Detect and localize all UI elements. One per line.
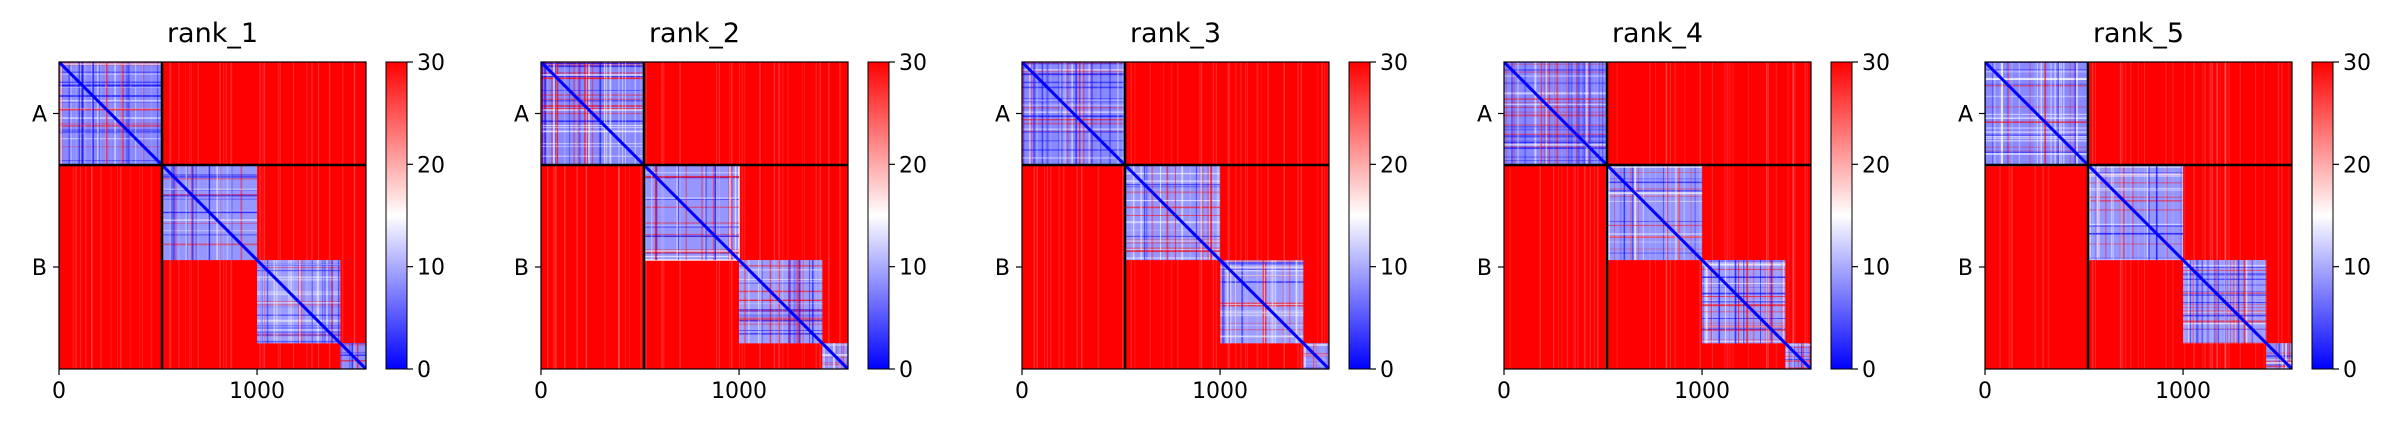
colorbar-tick-label: 20: [2343, 153, 2371, 178]
colorbar-tick-label: 0: [899, 358, 913, 383]
heatmap-image: [541, 62, 848, 369]
x-tick-label: 1000: [2155, 379, 2211, 404]
panel-title: rank_2: [649, 18, 740, 49]
heatmap-image: [1022, 62, 1329, 369]
y-tick-label: B: [32, 256, 47, 281]
axes-frame: [58, 61, 367, 370]
colorbar-tick-label: 10: [899, 256, 927, 281]
axes-frame: [540, 61, 849, 370]
diagonal-line: [1985, 62, 2292, 369]
diagonal-line: [541, 62, 848, 369]
colorbar-tick-label: 0: [1380, 358, 1394, 383]
colorbar-tick-label: 20: [1862, 153, 1890, 178]
heatmap-image: [1985, 62, 2292, 369]
colorbar-tick-label: 10: [417, 256, 445, 281]
panel-title: rank_3: [1130, 18, 1221, 49]
y-tick-label: A: [514, 102, 529, 127]
diagonal-line: [1504, 62, 1811, 369]
colorbar-tick-label: 30: [899, 51, 927, 76]
colorbar-gradient: [385, 61, 408, 370]
colorbar-gradient: [867, 61, 890, 370]
colorbar-tick-label: 10: [2343, 256, 2371, 281]
colorbar: 0 10 20 30: [867, 51, 927, 383]
x-tick-label: 1000: [1192, 379, 1248, 404]
y-tick-label: B: [1477, 256, 1492, 281]
colorbar-tick-label: 10: [1862, 256, 1890, 281]
x-tick-label: 1000: [711, 379, 767, 404]
colorbar-gradient: [2311, 61, 2334, 370]
y-tick-label: B: [1958, 256, 1973, 281]
x-tick-label: 0: [534, 379, 548, 404]
axes-frame: [1984, 61, 2293, 370]
colorbar-tick-label: 30: [417, 51, 445, 76]
y-tick-label: A: [1477, 102, 1492, 127]
x-tick-label: 0: [1978, 379, 1992, 404]
y-tick-label: A: [1958, 102, 1973, 127]
colorbar-tick-label: 20: [899, 153, 927, 178]
colorbar: 0 10 20 30: [1348, 51, 1408, 383]
colorbar-gradient: [1830, 61, 1853, 370]
colorbar: 0 10 20 30: [385, 51, 445, 383]
colorbar: 0 10 20 30: [1830, 51, 1890, 383]
diagonal-line: [1022, 62, 1329, 369]
colorbar-tick-label: 0: [2343, 358, 2357, 383]
x-tick-label: 0: [1497, 379, 1511, 404]
colorbar-tick-label: 20: [417, 153, 445, 178]
heatmap-panel-1: rank_1 0 1000 A B 0 10 20 30: [32, 18, 445, 404]
heatmap-panel-5: rank_5 0 1000 A B 0 10 20 30: [1958, 18, 2371, 404]
panel-title: rank_1: [167, 18, 258, 49]
panel-title: rank_5: [2093, 18, 2184, 49]
y-tick-label: B: [514, 256, 529, 281]
y-tick-label: A: [32, 102, 47, 127]
axes-frame: [1503, 61, 1812, 370]
y-tick-label: B: [995, 256, 1010, 281]
x-tick-label: 0: [1015, 379, 1029, 404]
heatmap-panel-2: rank_2 0 1000 A B 0 10 20 30: [514, 18, 927, 404]
heatmap-image: [1504, 62, 1811, 369]
axes-frame: [1021, 61, 1330, 370]
panel-title: rank_4: [1612, 18, 1703, 49]
diagonal-line: [59, 62, 366, 369]
heatmap-image: [59, 62, 366, 369]
x-tick-label: 1000: [229, 379, 285, 404]
colorbar-gradient: [1348, 61, 1371, 370]
colorbar-tick-label: 20: [1380, 153, 1408, 178]
colorbar-tick-label: 0: [1862, 358, 1876, 383]
colorbar-tick-label: 30: [2343, 51, 2371, 76]
colorbar-tick-label: 30: [1380, 51, 1408, 76]
colorbar-tick-label: 0: [417, 358, 431, 383]
colorbar-tick-label: 30: [1862, 51, 1890, 76]
x-tick-label: 1000: [1674, 379, 1730, 404]
y-tick-label: A: [995, 102, 1010, 127]
colorbar: 0 10 20 30: [2311, 51, 2371, 383]
heatmap-panel-4: rank_4 0 1000 A B 0 10 20 30: [1477, 18, 1890, 404]
x-tick-label: 0: [52, 379, 66, 404]
heatmap-panel-3: rank_3 0 1000 A B 0 10 20 30: [995, 18, 1408, 404]
colorbar-tick-label: 10: [1380, 256, 1408, 281]
